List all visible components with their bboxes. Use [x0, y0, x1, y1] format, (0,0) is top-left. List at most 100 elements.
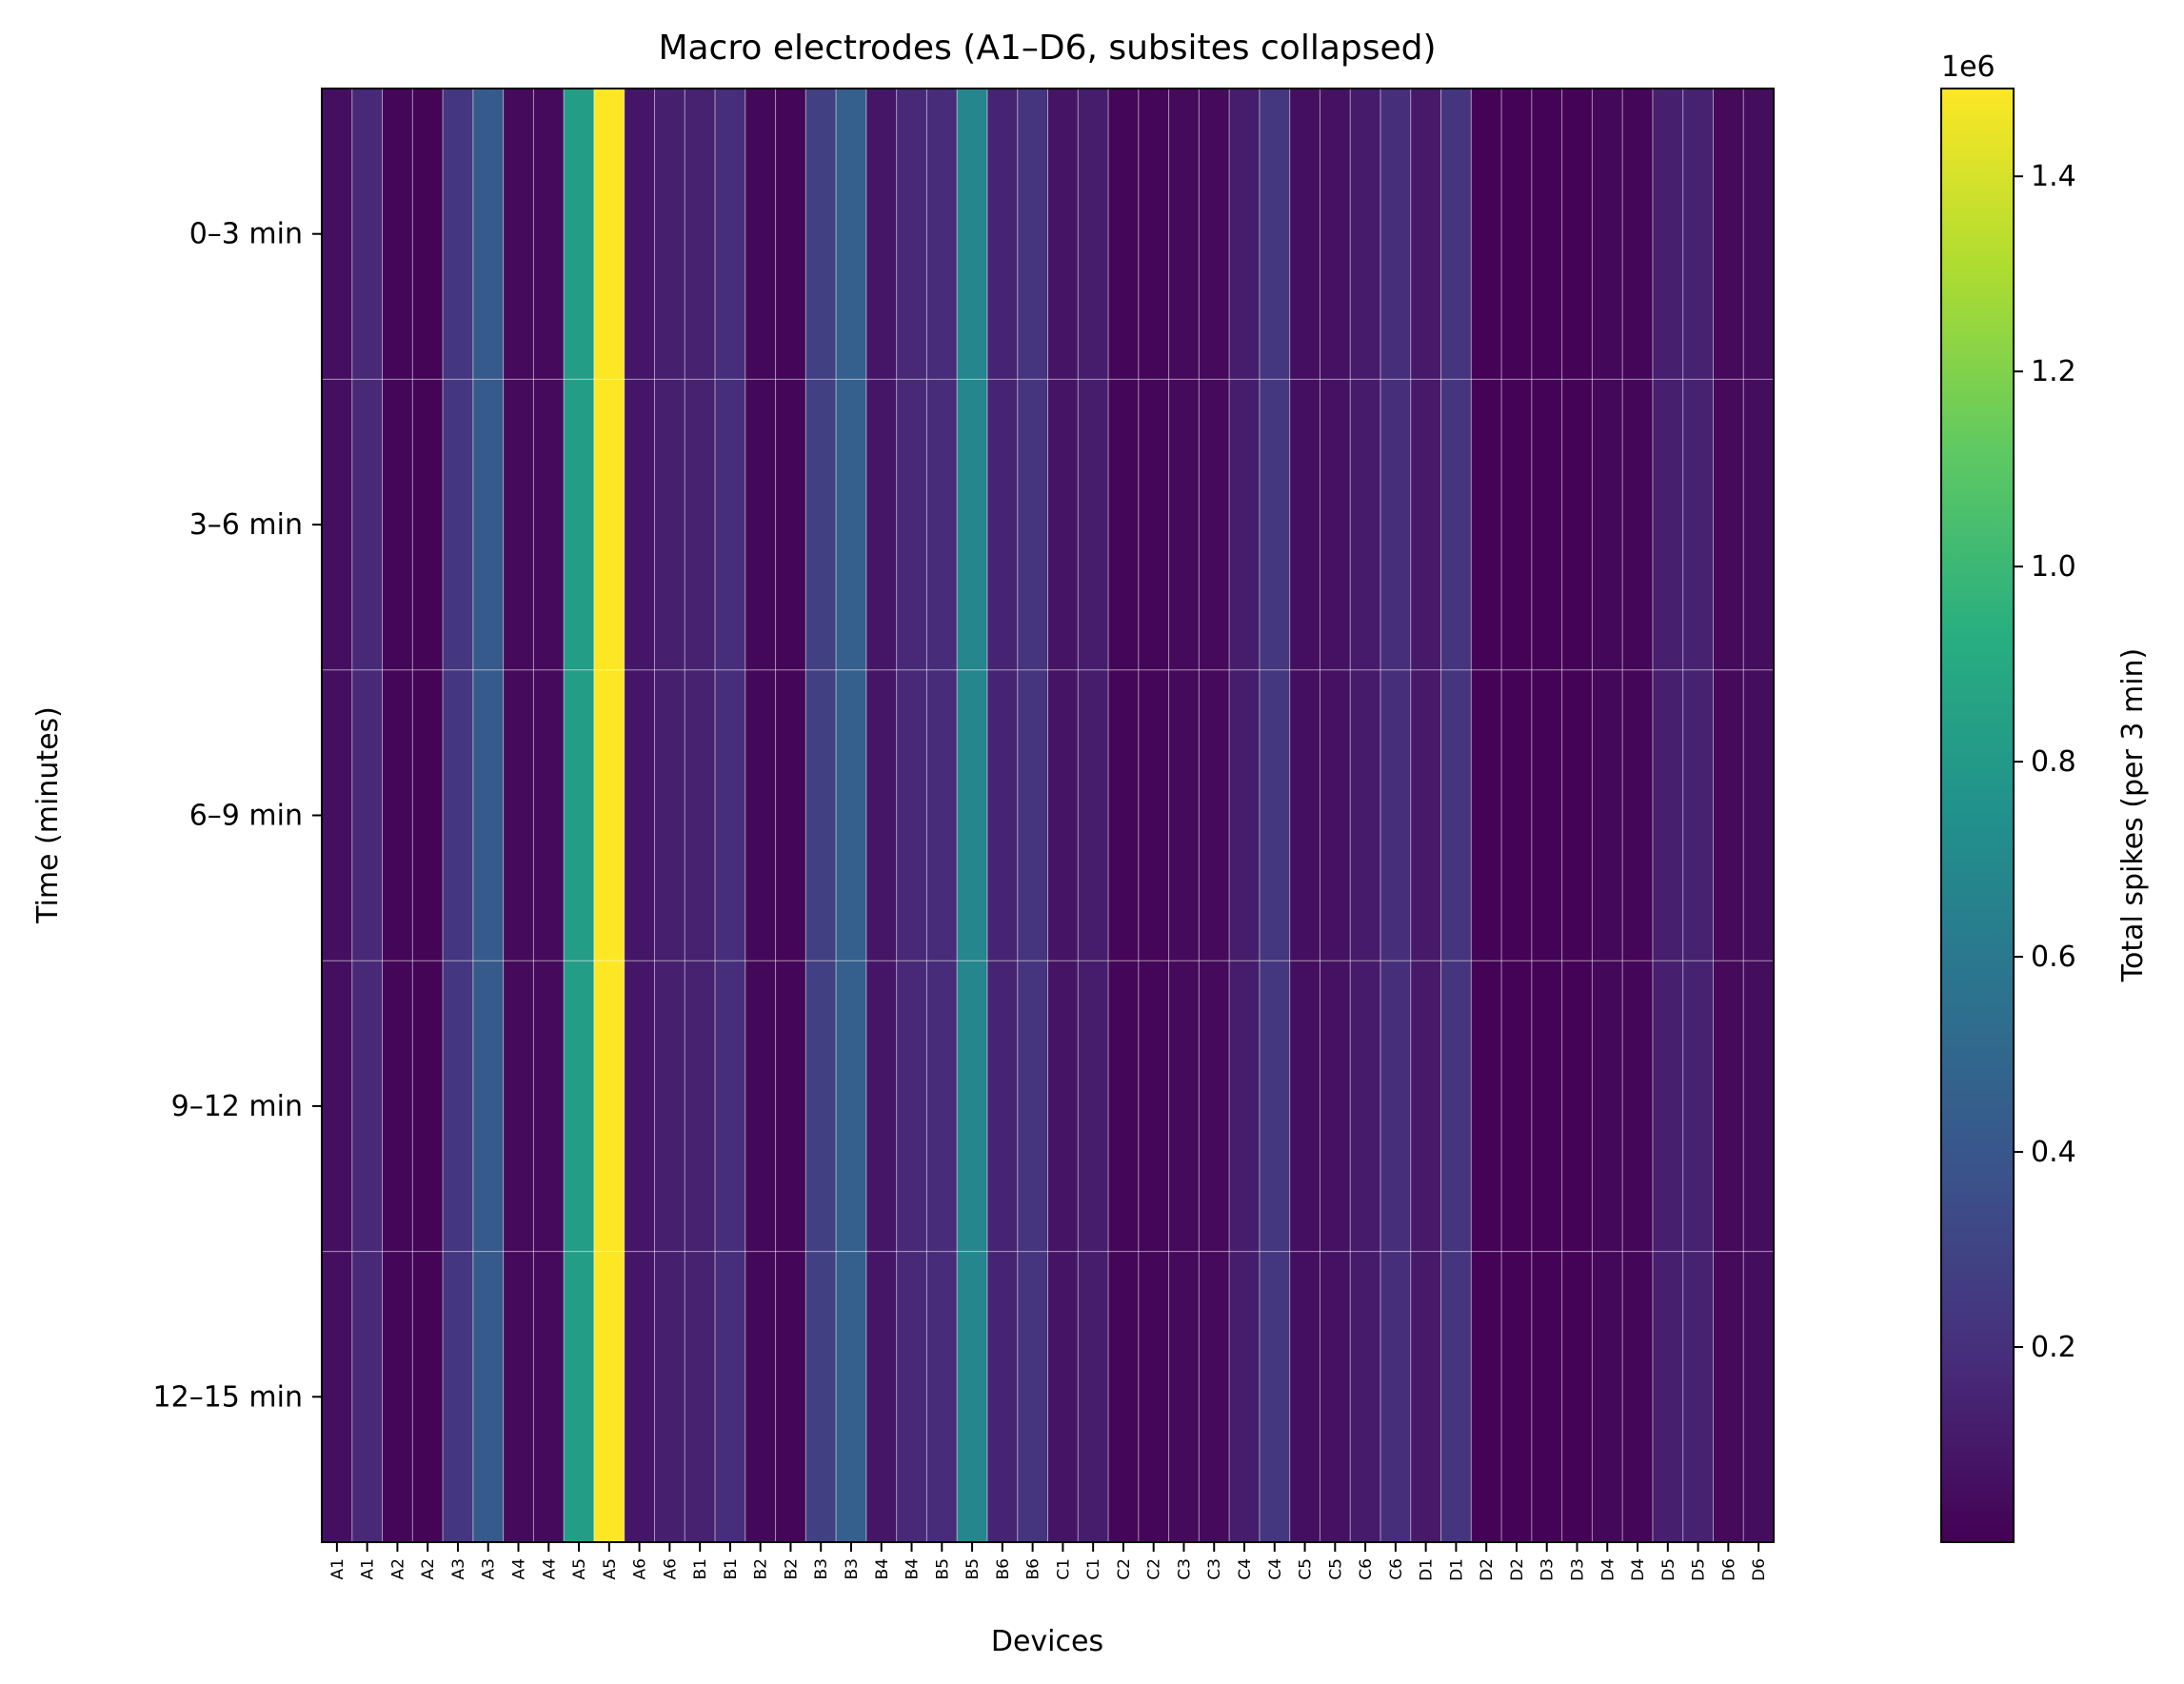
heatmap-cell	[1440, 89, 1472, 380]
heatmap-cell	[685, 669, 716, 961]
heatmap-cell	[836, 89, 867, 380]
y-axis-label: Time (minutes)	[31, 706, 65, 924]
x-tick-label: C1	[1054, 1558, 1073, 1580]
heatmap-cell	[1561, 379, 1593, 671]
heatmap-cell	[1168, 961, 1200, 1253]
heatmap-cell	[593, 379, 625, 671]
x-tick-label: D1	[1447, 1558, 1466, 1581]
heatmap-cell	[1622, 669, 1654, 961]
x-tick-label: C3	[1205, 1558, 1224, 1580]
heatmap-cell	[1592, 89, 1623, 380]
heatmap-cell	[564, 961, 595, 1253]
heatmap-cell	[1078, 669, 1109, 961]
heatmap-cell	[775, 1251, 806, 1543]
heatmap-cell	[503, 1251, 534, 1543]
heatmap-cell	[1501, 669, 1533, 961]
x-tick-label: B6	[994, 1558, 1013, 1579]
heatmap-cell	[382, 89, 413, 380]
heatmap-cell	[1380, 669, 1412, 961]
heatmap-cell	[1380, 961, 1412, 1253]
heatmap-cell	[1199, 669, 1230, 961]
x-axis-label: Devices	[991, 1625, 1103, 1658]
heatmap-cell	[865, 379, 898, 671]
heatmap-cell	[1289, 961, 1321, 1253]
heatmap-cell	[745, 1251, 777, 1543]
colorbar-tick-label: 0.8	[2031, 745, 2076, 779]
x-tick-label: D5	[1659, 1558, 1678, 1581]
heatmap-cell	[322, 379, 353, 671]
heatmap-cell	[1410, 89, 1442, 380]
x-tick-label: A6	[631, 1558, 650, 1579]
x-axis-ticks: A1 A1 A2 A2 A3 A3 A4 A4 A5 A5 A6 A6 B1 B1 B2 B2 B3 B3 B4 B4…	[328, 1542, 1769, 1581]
heatmap-cell	[836, 1251, 867, 1543]
heatmap-cell	[986, 669, 1019, 961]
heatmap-cell	[1471, 379, 1502, 671]
heatmap-cell	[593, 669, 625, 961]
heatmap-cell	[654, 1251, 685, 1543]
heatmap-cell	[472, 89, 505, 380]
heatmap-cell	[1713, 379, 1744, 671]
heatmap-cell	[1743, 1251, 1775, 1543]
heatmap-cell	[382, 669, 413, 961]
x-tick-label: B2	[782, 1558, 801, 1579]
heatmap-cell	[322, 961, 353, 1253]
x-tick-label: C4	[1266, 1558, 1285, 1580]
x-tick-label: A5	[570, 1558, 589, 1579]
heatmap-cell	[896, 379, 928, 671]
heatmap-cell	[1078, 1251, 1109, 1543]
heatmap-cell	[1592, 961, 1623, 1253]
heatmap-cell	[957, 669, 988, 961]
heatmap-cell	[1289, 669, 1321, 961]
heatmap-cell	[382, 1251, 413, 1543]
heatmap-cell	[1682, 669, 1715, 961]
x-tick-label: A3	[480, 1558, 499, 1579]
heatmap-cell	[1592, 379, 1623, 671]
colorbar-offset-text: 1e6	[1941, 50, 1995, 84]
heatmap-cell	[624, 1251, 656, 1543]
heatmap-cell	[1320, 1251, 1351, 1543]
heatmap-cell	[805, 89, 837, 380]
x-tick-label: D4	[1629, 1558, 1648, 1581]
heatmap-cell	[503, 669, 534, 961]
heatmap-cell	[926, 89, 958, 380]
colorbar	[1940, 88, 2015, 1543]
heatmap-cell	[351, 1251, 384, 1543]
heatmap-cell	[745, 669, 777, 961]
heatmap-cell	[957, 379, 988, 671]
colorbar-ticks: 0.2 0.4 0.6 0.8 1.0 1.2 1.4	[2014, 160, 2076, 1364]
heatmap-cell	[685, 961, 716, 1253]
x-tick-label: D2	[1508, 1558, 1527, 1581]
colorbar-tick-label: 1.0	[2031, 550, 2076, 584]
heatmap-cell	[1531, 379, 1563, 671]
heatmap-cell	[1229, 961, 1261, 1253]
heatmap-cell	[1471, 669, 1502, 961]
heatmap-cell	[1350, 379, 1381, 671]
heatmap-cell	[1017, 89, 1049, 380]
x-tick-label: B5	[933, 1558, 952, 1579]
heatmap-cell	[593, 89, 625, 380]
heatmap-cell	[805, 961, 837, 1253]
heatmap-cell	[533, 1251, 565, 1543]
heatmap-cell	[443, 669, 474, 961]
heatmap-cell	[1561, 669, 1593, 961]
heatmap-cell	[1501, 89, 1533, 380]
heatmap-cell	[443, 89, 474, 380]
heatmap-cell	[472, 669, 505, 961]
heatmap-cell	[1713, 669, 1744, 961]
heatmap-cell	[1320, 669, 1351, 961]
heatmap-cell	[624, 379, 656, 671]
heatmap-cell	[412, 961, 444, 1253]
x-tick-label: C2	[1115, 1558, 1134, 1580]
heatmap-cell	[986, 89, 1019, 380]
heatmap-cell	[564, 379, 595, 671]
heatmap-cell	[1259, 669, 1291, 961]
x-tick-label: D4	[1598, 1558, 1618, 1581]
x-tick-label: A1	[359, 1558, 378, 1579]
x-tick-label: C6	[1357, 1558, 1376, 1580]
heatmap-cell	[775, 669, 806, 961]
heatmap-cell	[865, 669, 898, 961]
heatmap-cell	[745, 961, 777, 1253]
heatmap-cells	[322, 89, 1775, 1543]
heatmap-cell	[805, 379, 837, 671]
heatmap-cell	[1471, 89, 1502, 380]
